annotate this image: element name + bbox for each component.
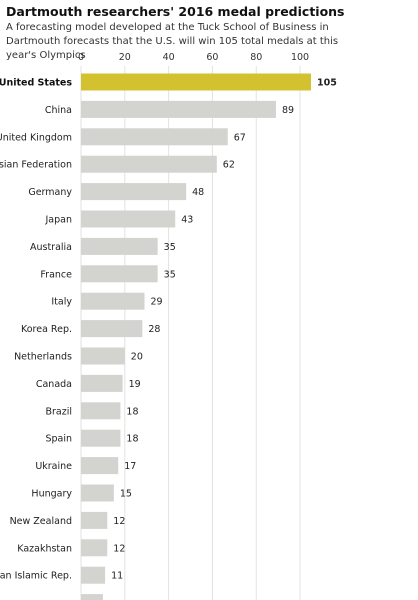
value-label: 20 xyxy=(131,352,143,363)
bar xyxy=(81,292,145,310)
category-label: Russian Federation xyxy=(0,160,72,171)
bar xyxy=(81,128,228,146)
category-label: Germany xyxy=(28,187,72,198)
bars xyxy=(81,73,311,600)
bar xyxy=(81,566,106,584)
category-label: Italy xyxy=(51,297,72,308)
value-label: 105 xyxy=(317,78,337,89)
bar xyxy=(81,100,276,118)
bar xyxy=(81,511,108,529)
value-label: 17 xyxy=(124,461,136,472)
category-label: United Kingdom xyxy=(0,132,72,143)
category-label: Australia xyxy=(30,242,72,253)
value-label: 28 xyxy=(148,324,160,335)
bar-partial xyxy=(81,594,103,600)
value-label: 12 xyxy=(113,516,125,527)
bar xyxy=(81,155,217,173)
bar xyxy=(81,374,123,392)
bar xyxy=(81,73,311,91)
bar xyxy=(81,484,114,502)
value-labels: 105 89 67 62 48 43 35 35 29 28 20 19 18 18 17 15 12 12 11 xyxy=(111,78,337,582)
category-label: Spain xyxy=(45,434,72,445)
value-label: 89 xyxy=(282,105,294,116)
bar xyxy=(81,429,121,447)
category-label: France xyxy=(40,269,72,280)
value-label: 12 xyxy=(113,543,125,554)
category-label: Ukraine xyxy=(35,461,72,472)
bar xyxy=(81,539,108,557)
category-label: Canada xyxy=(36,379,72,390)
bar xyxy=(81,320,143,338)
value-label: 18 xyxy=(126,434,138,445)
x-tick-label: 60 xyxy=(206,52,218,63)
value-label: 43 xyxy=(181,215,193,226)
category-label: Japan xyxy=(45,215,73,226)
value-label: 62 xyxy=(223,160,235,171)
category-label: Netherlands xyxy=(14,352,72,363)
value-label: 67 xyxy=(234,132,246,143)
bar xyxy=(81,457,119,475)
x-axis-ticks: 0 20 40 60 80 100 xyxy=(78,52,309,63)
bar xyxy=(81,402,121,420)
value-label: 29 xyxy=(151,297,163,308)
value-label: 15 xyxy=(120,489,132,500)
chart-title: Dartmouth researchers' 2016 medal predic… xyxy=(6,4,345,19)
x-tick-label: 20 xyxy=(119,52,131,63)
category-label: United States xyxy=(0,78,72,89)
bar xyxy=(81,347,125,365)
category-label: Iran Islamic Rep. xyxy=(0,571,72,582)
value-label: 18 xyxy=(126,406,138,417)
value-label: 48 xyxy=(192,187,204,198)
value-label: 35 xyxy=(164,242,176,253)
bar xyxy=(81,265,158,283)
chart-subtitle: A forecasting model developed at the Tuc… xyxy=(6,22,339,61)
value-label: 11 xyxy=(111,571,123,582)
category-label: Kazakhstan xyxy=(17,543,72,554)
category-label: Korea Rep. xyxy=(21,324,72,335)
bar xyxy=(81,210,176,228)
x-tick-label: 40 xyxy=(163,52,175,63)
value-label: 35 xyxy=(164,269,176,280)
x-tick-label: 100 xyxy=(291,52,309,63)
bar xyxy=(81,237,158,255)
bar xyxy=(81,183,187,201)
category-label: Hungary xyxy=(31,489,72,500)
category-label: Brazil xyxy=(45,406,72,417)
category-label: New Zealand xyxy=(10,516,72,527)
x-tick-label: 0 xyxy=(78,52,84,63)
x-tick-label: 80 xyxy=(250,52,262,63)
value-label: 19 xyxy=(129,379,141,390)
category-labels: United States China United Kingdom Russian … xyxy=(0,78,72,582)
category-label: China xyxy=(45,105,72,116)
